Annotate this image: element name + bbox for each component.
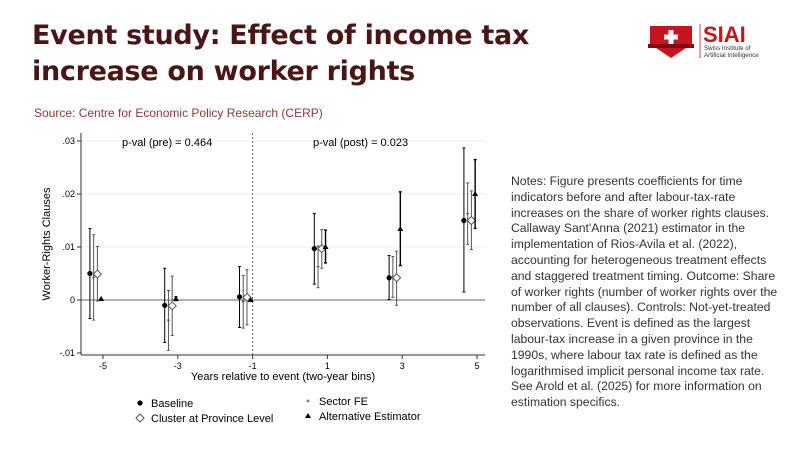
y-tick-label: .03: [62, 136, 75, 146]
legend-marker: [135, 413, 145, 423]
legend-marker: [137, 400, 143, 406]
source-text: Source: Centre for Economic Policy Resea…: [34, 106, 323, 120]
plot-area: [81, 133, 485, 355]
page-title: Event study: Effect of income tax increa…: [32, 20, 529, 87]
svg-text:Swiss Institute of: Swiss Institute of: [704, 45, 751, 52]
series-alternative-estimator-point: [172, 295, 179, 301]
pval-post-annotation: p-val (post) = 0.023: [313, 137, 408, 149]
svg-text:Artificial Intelligence: Artificial Intelligence: [704, 52, 759, 59]
series-alternative-estimator-point: [397, 225, 404, 231]
series-baseline-point: [461, 217, 467, 224]
legend-label: Alternative Estimator: [319, 411, 421, 423]
pval-pre-annotation: p-val (pre) = 0.464: [122, 137, 212, 149]
y-tick-label: 0: [70, 295, 75, 305]
x-tick-label: -3: [174, 361, 182, 371]
series-cluster-at-province-level-point: [242, 292, 252, 303]
series-cluster-at-province-level-point: [167, 301, 177, 311]
series-alternative-estimator-point: [322, 244, 329, 249]
legend-label: Cluster at Province Level: [151, 413, 273, 425]
svg-text:SIAI: SIAI: [703, 22, 746, 47]
legend-marker: [306, 399, 310, 403]
series-cluster-at-province-level-point: [391, 273, 402, 283]
series-alternative-estimator-point: [247, 297, 254, 302]
event-study-chart: -.01 0 .01 .02 .03 -5 -3 -1 1 3 5 Years relative to…: [41, 133, 485, 425]
series-baseline-point: [311, 245, 317, 252]
series-baseline-point: [386, 275, 392, 281]
legend-label: Baseline: [151, 398, 193, 410]
x-tick-label: 3: [400, 361, 405, 371]
notes-text: Notes: Figure presents coefficients for …: [511, 174, 778, 410]
siai-logo: SIAI Swiss Institute of Artificial Intel…: [648, 22, 759, 59]
x-tick-label: -1: [249, 361, 257, 371]
series-sector-fe-point: [92, 275, 96, 279]
x-tick-label: -5: [99, 361, 107, 371]
series-baseline-point: [87, 270, 93, 277]
legend-label: Sector FE: [319, 396, 368, 408]
series-sector-fe-point: [166, 318, 170, 322]
series-sector-fe-point: [316, 265, 320, 269]
x-tick-label: 5: [474, 361, 479, 371]
series-alternative-estimator-point: [472, 191, 479, 196]
legend-marker: [305, 413, 311, 418]
series-baseline-point: [162, 302, 168, 308]
series-sector-fe-point: [241, 300, 245, 304]
x-tick-label: 1: [325, 361, 330, 371]
y-tick-label: .02: [62, 189, 75, 199]
series-alternative-estimator-point: [98, 295, 105, 301]
series-cluster-at-province-level-point: [92, 269, 103, 279]
y-tick-label: -.01: [59, 348, 75, 358]
series-sector-fe-point: [466, 212, 470, 216]
y-tick-label: .01: [62, 242, 75, 252]
series-cluster-at-province-level-point: [466, 215, 477, 226]
series-baseline-point: [236, 294, 243, 300]
y-axis-label: Worker-Rights Clauses: [41, 187, 53, 300]
x-axis-label: Years relative to event (two-year bins): [191, 371, 375, 383]
